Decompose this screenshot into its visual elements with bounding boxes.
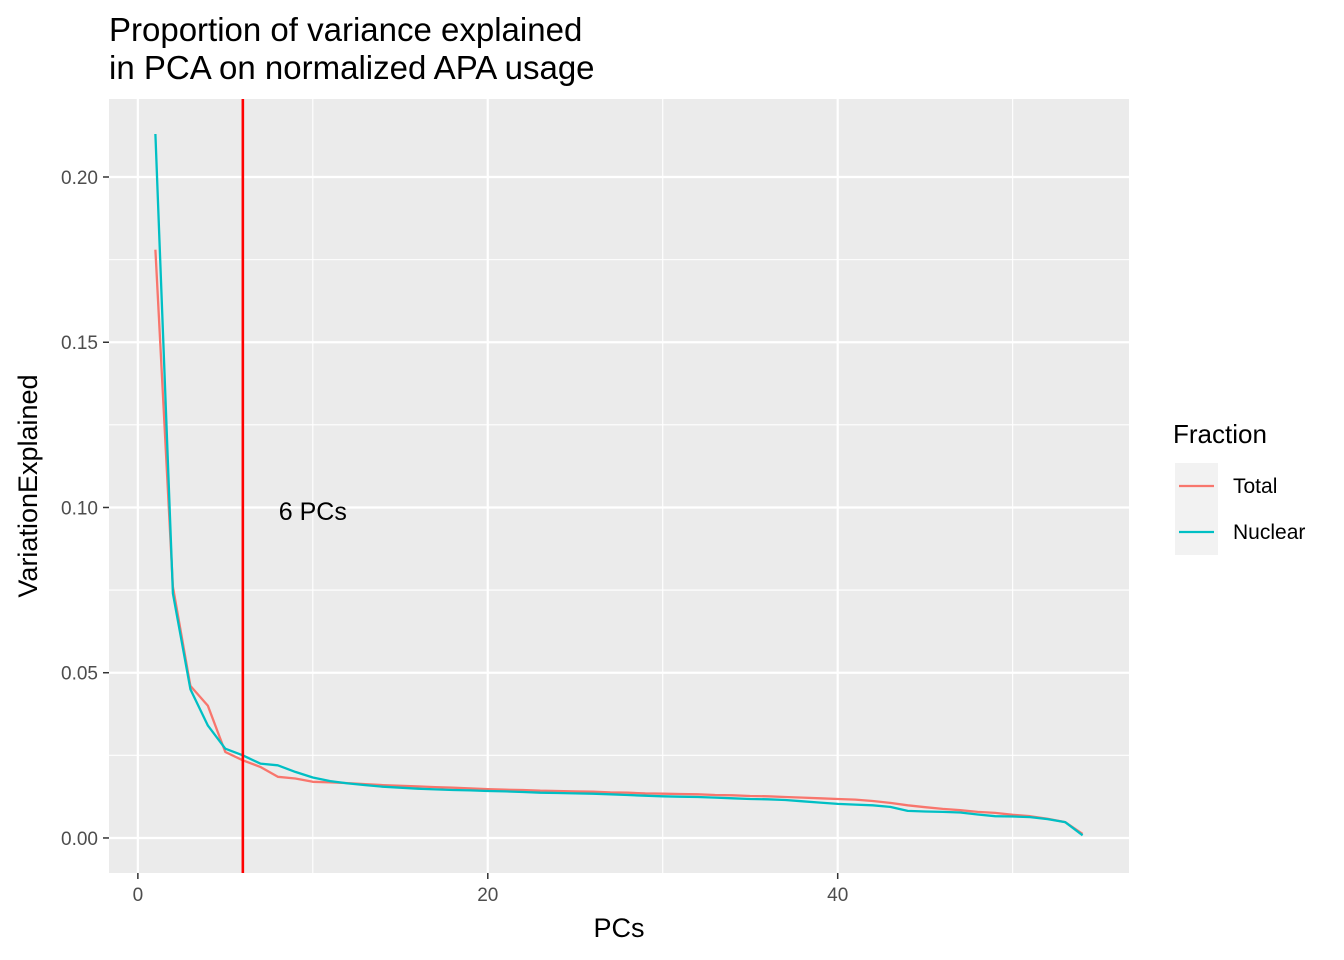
x-tick-label-2: 40 (827, 885, 848, 906)
annotations: 6 PCs (241, 99, 347, 873)
legend-label-nuclear: Nuclear (1233, 521, 1305, 544)
panel-background (109, 99, 1129, 873)
y-axis-title: VariationExplained (13, 374, 43, 597)
y-tick-label-2: 0.10 (61, 498, 98, 519)
legend-title: Fraction (1173, 419, 1267, 449)
y-tick-label-1: 0.05 (61, 664, 98, 685)
y-tick-label-4: 0.20 (61, 168, 98, 189)
annotation-6-pcs: 6 PCs (279, 498, 347, 526)
legend-label-total: Total (1233, 475, 1277, 498)
series-line-nuclear (154, 133, 1084, 837)
y-tick-label-0: 0.00 (61, 829, 98, 850)
y-tick-label-3: 0.15 (61, 333, 98, 354)
legend: Fraction Total Nuclear (1173, 419, 1305, 555)
x-tick-label-0: 0 (133, 885, 144, 906)
series-lines (154, 133, 1084, 837)
x-axis-title: PCs (593, 913, 644, 943)
x-tick-label-1: 20 (477, 885, 498, 906)
plot-panel (109, 99, 1129, 873)
axes: 0.00 0.05 0.10 0.15 0.20 0 20 40 PCs VariationExp… (13, 168, 848, 943)
series-line-total (154, 249, 1084, 835)
chart-title-line-1: Proportion of variance explained (109, 11, 582, 48)
chart-title-line-2: in PCA on normalized APA usage (109, 49, 595, 86)
